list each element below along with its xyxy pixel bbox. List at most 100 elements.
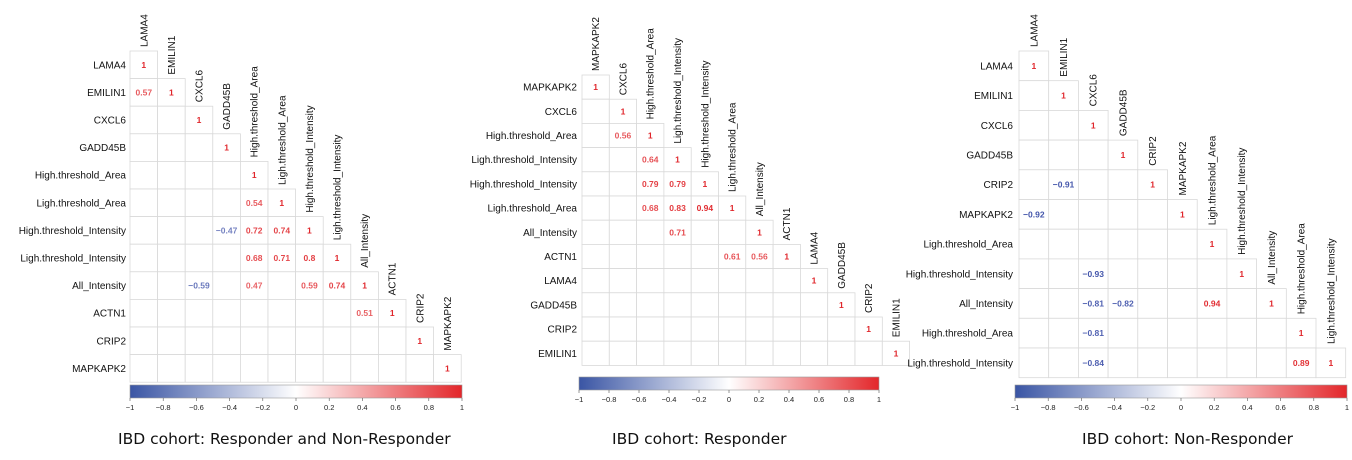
grid-cell bbox=[295, 271, 324, 300]
row-label-high-threshold-area: High.threshold_Area bbox=[922, 329, 1014, 340]
grid-cell bbox=[636, 123, 665, 149]
coefficient-value: 1 bbox=[224, 143, 229, 153]
coefficient-value: −0.92 bbox=[1023, 209, 1045, 219]
coefficient-value: 1 bbox=[839, 300, 844, 310]
colorbar-tick-label: 0.2 bbox=[754, 395, 764, 404]
grid-cell bbox=[1048, 139, 1079, 171]
grid-cell bbox=[129, 105, 159, 135]
column-label-ligh-threshold-area: Ligh.threshold_Area bbox=[1208, 135, 1219, 225]
grid-cell bbox=[772, 340, 801, 366]
grid-cell bbox=[800, 292, 829, 318]
grid-cell bbox=[581, 98, 610, 124]
colorbar-tick-label: 0.6 bbox=[390, 403, 400, 412]
grid-cell bbox=[184, 216, 214, 245]
grid-cell bbox=[239, 216, 269, 245]
coefficient-value: 0.68 bbox=[246, 253, 263, 263]
coefficient-value: 0.74 bbox=[274, 225, 291, 235]
grid-cell bbox=[1107, 317, 1139, 349]
grid-cell bbox=[718, 219, 747, 245]
grid-cell bbox=[1285, 347, 1317, 379]
row-label-actn1: ACTN1 bbox=[93, 309, 126, 320]
column-label-gadd45b: GADD45B bbox=[837, 242, 848, 289]
grid-cell bbox=[663, 340, 692, 366]
grid-cell bbox=[184, 160, 214, 190]
colorbar-tick-label: −1 bbox=[1011, 403, 1020, 412]
grid-cell bbox=[1048, 110, 1079, 141]
grid-cell bbox=[157, 160, 186, 190]
grid-cell bbox=[1107, 258, 1139, 289]
grid-cell bbox=[184, 326, 214, 356]
grid-cell bbox=[377, 326, 407, 356]
coefficient-value: 1 bbox=[894, 348, 899, 358]
coefficient-value: 1 bbox=[621, 106, 626, 116]
grid-cell bbox=[636, 195, 665, 221]
colorbar-tick-label: 0.8 bbox=[1309, 403, 1319, 412]
grid-cell bbox=[239, 298, 269, 328]
grid-cell bbox=[1256, 347, 1287, 379]
grid-cell bbox=[690, 316, 719, 342]
grid-cell bbox=[881, 340, 910, 366]
grid-cell bbox=[663, 292, 692, 318]
coefficient-value: 1 bbox=[730, 203, 735, 213]
grid-cell bbox=[184, 243, 214, 273]
grid-cell bbox=[295, 298, 324, 328]
colorbar-tick-label: 1 bbox=[877, 395, 881, 404]
coefficient-value: 1 bbox=[1239, 269, 1244, 279]
grid-cell bbox=[377, 354, 407, 383]
coefficient-value: 1 bbox=[335, 253, 340, 263]
column-label-high-threshold-intensity: High.threshold_Intensity bbox=[1237, 148, 1248, 255]
grid-cell bbox=[157, 354, 186, 383]
grid-cell bbox=[350, 298, 379, 328]
grid-cell bbox=[1048, 199, 1079, 230]
panel-caption-non-responder: IBD cohort: Non-Responder bbox=[1082, 430, 1294, 448]
grid-cell bbox=[718, 292, 747, 318]
row-label-lama4: LAMA4 bbox=[93, 60, 126, 71]
grid-cell bbox=[212, 188, 241, 218]
row-label-ligh-threshold-intensity: Ligh.threshold_Intensity bbox=[907, 358, 1013, 369]
grid-cell bbox=[239, 160, 269, 190]
coefficient-value: 0.72 bbox=[246, 225, 263, 235]
coefficient-value: 1 bbox=[362, 281, 367, 291]
column-label-mapkapk2: MAPKAPK2 bbox=[591, 17, 602, 71]
grid-cell bbox=[1137, 317, 1168, 349]
coefficient-value: 1 bbox=[252, 170, 257, 180]
grid-cell bbox=[663, 195, 692, 221]
coefficient-value: 1 bbox=[390, 308, 395, 318]
grid-cell bbox=[800, 340, 829, 366]
grid-cell bbox=[1226, 317, 1258, 349]
grid-cell bbox=[690, 243, 719, 269]
colorbar-tick-label: 0 bbox=[294, 403, 298, 412]
grid-cell bbox=[295, 354, 324, 383]
row-label-mapkapk2: MAPKAPK2 bbox=[72, 364, 126, 375]
grid-cell bbox=[745, 316, 774, 342]
coefficient-value: 1 bbox=[1299, 328, 1304, 338]
column-label-ligh-threshold-intensity: Ligh.threshold_Intensity bbox=[673, 38, 684, 144]
grid-cell bbox=[1048, 228, 1079, 260]
grid-cell bbox=[433, 354, 462, 383]
grid-cell bbox=[129, 160, 159, 190]
grid-cell bbox=[212, 160, 241, 190]
grid-cell bbox=[581, 268, 610, 294]
grid-cell bbox=[184, 354, 214, 383]
grid-cell bbox=[295, 216, 324, 245]
coefficient-value: 1 bbox=[1328, 358, 1333, 368]
grid-cell bbox=[1048, 288, 1079, 319]
grid-cell bbox=[718, 243, 747, 269]
coefficient-value: −0.59 bbox=[188, 281, 210, 291]
coefficient-value: 0.8 bbox=[303, 253, 315, 263]
coefficient-value: −0.93 bbox=[1082, 269, 1104, 279]
row-label-high-threshold-intensity: High.threshold_Intensity bbox=[19, 226, 126, 237]
grid-cell bbox=[405, 326, 435, 356]
grid-cell bbox=[1048, 317, 1079, 349]
column-label-gadd45b: GADD45B bbox=[1118, 89, 1129, 136]
column-label-mapkapk2: MAPKAPK2 bbox=[443, 296, 454, 350]
grid-cell bbox=[854, 340, 883, 366]
grid-cell bbox=[581, 171, 610, 197]
grid-cell bbox=[581, 147, 610, 173]
colorbar-tick-label: 0 bbox=[727, 395, 731, 404]
coefficient-value: −0.81 bbox=[1082, 298, 1104, 308]
row-label-ligh-threshold-area: Ligh.threshold_Area bbox=[36, 198, 126, 209]
grid-cell bbox=[1226, 258, 1258, 289]
column-label-gadd45b: GADD45B bbox=[222, 83, 233, 130]
grid-cell bbox=[581, 316, 610, 342]
